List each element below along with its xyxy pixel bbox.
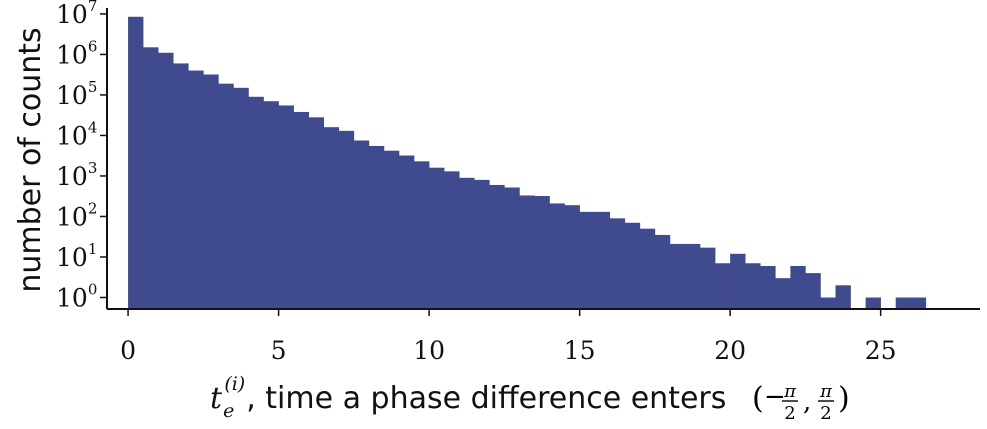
interval-minus: − [764, 382, 786, 412]
histogram-bar [158, 52, 174, 309]
histogram-bar [383, 150, 400, 309]
histogram-bar [624, 222, 641, 309]
x-label-var: t [210, 381, 223, 416]
histogram-bar [474, 179, 490, 309]
y-tick-label: 104 [56, 118, 97, 150]
x-label-interval: ( − π 2 , π 2 ) [752, 381, 850, 424]
y-tick-label: 101 [56, 240, 97, 272]
frac2-num: π [819, 381, 833, 402]
x-tick-label: 25 [865, 336, 897, 365]
x-tick-label: 20 [714, 336, 746, 365]
histogram-bar [820, 297, 836, 309]
frac2-den: 2 [820, 403, 831, 424]
axes [106, 8, 980, 310]
histogram-bar [459, 177, 475, 309]
histogram-bar [910, 297, 927, 309]
histogram-bar [519, 195, 535, 309]
histogram-bar [218, 83, 234, 310]
x-tick-label: 15 [564, 336, 596, 365]
x-ticks: 0 5 10 15 20 25 [120, 309, 897, 365]
histogram-bar [594, 211, 611, 309]
histogram-bar [353, 140, 370, 309]
histogram-bar [745, 263, 761, 309]
x-label-sup: (i) [224, 373, 245, 395]
y-axis-label: number of counts [13, 27, 48, 292]
frac1-num: π [783, 381, 797, 402]
histogram-bar [143, 47, 159, 310]
histogram-bar [700, 247, 716, 309]
histogram-bar [308, 117, 325, 309]
histogram-bar [579, 211, 595, 309]
frac1-den: 2 [784, 403, 795, 424]
histogram-bar [338, 130, 355, 309]
x-axis-label: te (i), time a phase difference enters ( … [210, 373, 850, 424]
histogram-bar [609, 218, 626, 309]
y-tick-label: 106 [56, 37, 97, 69]
y-tick-label: 102 [56, 199, 97, 231]
y-tick-label: 100 [56, 280, 97, 312]
histogram-bar [429, 167, 445, 309]
y-tick-label: 107 [56, 0, 97, 29]
histogram-bar [715, 263, 731, 309]
histogram-bar [639, 228, 656, 309]
histogram-bar [895, 297, 912, 309]
histogram-bar [549, 203, 565, 309]
x-label-sub: e [223, 400, 234, 422]
y-tick-label: 105 [56, 78, 97, 110]
interval-sep: , [803, 387, 811, 417]
histogram-bar [173, 63, 189, 309]
histogram-bar [835, 285, 851, 309]
histogram-bar [760, 265, 776, 309]
histogram-bar [414, 161, 430, 309]
x-tick-label: 0 [120, 336, 136, 365]
svg-text:te(i), time a phase difference: te (i), time a phase difference enters [210, 373, 726, 422]
histogram-bar [684, 243, 701, 309]
histogram-bar [203, 74, 219, 309]
histogram-bar [323, 127, 340, 310]
histogram-bar [504, 187, 520, 309]
histogram-bar [188, 70, 204, 309]
histogram-bar [293, 111, 309, 310]
histogram-bar [669, 243, 686, 309]
histogram-bar [263, 101, 279, 309]
histogram-bar [368, 145, 385, 309]
histogram-bar [128, 16, 144, 310]
histogram-bar [865, 297, 881, 309]
histogram-bar [534, 196, 550, 309]
histogram-bar [248, 96, 264, 309]
histogram-bar [805, 273, 821, 309]
histogram-bar [444, 171, 460, 309]
interval-close: ) [838, 381, 850, 416]
y-ticks: 100 101 102 103 104 105 106 107 [56, 0, 107, 312]
x-label-text: , time a phase difference enters [246, 381, 726, 416]
histogram-bar [233, 87, 249, 309]
histogram-bar [790, 265, 806, 309]
histogram-bar [399, 155, 415, 309]
histogram-bar [489, 184, 505, 309]
histogram-bar [775, 278, 791, 309]
histogram-bars [128, 16, 927, 310]
histogram-bar [730, 253, 746, 309]
y-tick-label: 103 [56, 159, 97, 191]
interval-open: ( [752, 381, 764, 416]
histogram-bar [654, 234, 671, 309]
x-tick-label: 10 [413, 336, 445, 365]
histogram-bar [564, 205, 580, 309]
x-tick-label: 5 [271, 336, 287, 365]
histogram-bar [278, 105, 294, 310]
